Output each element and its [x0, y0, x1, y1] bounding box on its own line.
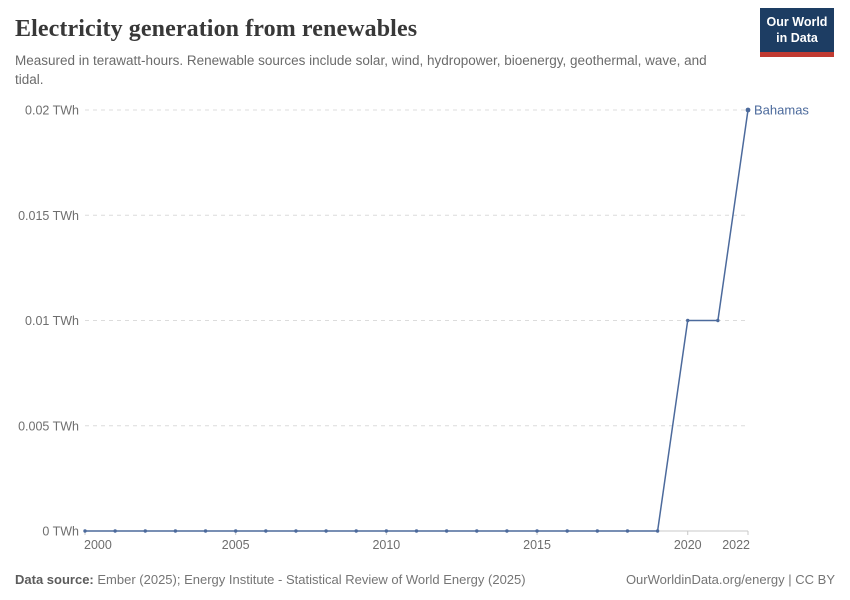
data-point-marker[interactable] — [143, 529, 147, 533]
data-source-text: Ember (2025); Energy Institute - Statist… — [97, 572, 526, 587]
data-point-marker[interactable] — [475, 529, 479, 533]
owid-logo[interactable]: Our World in Data — [760, 8, 834, 58]
x-axis-tick-label: 2000 — [84, 538, 112, 552]
chart-subtitle: Measured in terawatt-hours. Renewable so… — [15, 53, 707, 87]
owid-footer-link[interactable]: OurWorldinData.org/energy | CC BY — [625, 572, 835, 587]
data-point-marker[interactable] — [565, 529, 569, 533]
owid-logo-line1: Our World — [766, 15, 828, 29]
data-point-marker[interactable] — [444, 529, 449, 533]
data-point-marker[interactable] — [233, 529, 238, 533]
y-axis-tick-label: 0.005 TWh — [18, 419, 79, 433]
data-point-marker[interactable] — [113, 529, 117, 533]
data-point-marker[interactable] — [83, 529, 87, 533]
data-point-marker[interactable] — [354, 529, 358, 533]
data-source-label: Data source: — [15, 572, 94, 587]
data-point-marker[interactable] — [745, 107, 751, 113]
chart-title: Electricity generation from renewables — [15, 16, 418, 42]
x-axis-tick-label: 2005 — [222, 538, 250, 552]
y-axis-tick-label: 0.02 TWh — [25, 104, 79, 118]
chart-footer: Data source: Ember (2025); Energy Instit… — [15, 572, 835, 587]
data-point-marker[interactable] — [203, 529, 208, 533]
data-point-marker[interactable] — [324, 529, 328, 533]
x-axis-tick-label: 2010 — [372, 538, 400, 552]
x-axis-tick-label: 2020 — [674, 538, 702, 552]
data-point-marker[interactable] — [716, 318, 720, 323]
data-point-marker[interactable] — [294, 529, 298, 533]
entity-label[interactable]: Bahamas — [754, 103, 809, 118]
data-point-marker[interactable] — [264, 529, 268, 533]
y-axis-tick-label: 0.01 TWh — [25, 314, 79, 328]
data-point-marker[interactable] — [686, 318, 690, 323]
data-point-marker[interactable] — [505, 529, 509, 533]
data-point-marker[interactable] — [384, 529, 389, 533]
y-axis-tick-label: 0 TWh — [42, 525, 79, 539]
data-point-marker[interactable] — [414, 529, 419, 533]
x-axis-tick-label: 2015 — [523, 538, 551, 552]
data-point-marker[interactable] — [625, 529, 630, 533]
x-axis-tick-label: 2022 — [722, 538, 750, 552]
data-point-marker[interactable] — [535, 529, 539, 533]
data-point-marker[interactable] — [173, 529, 178, 533]
owid-logo-line2: in Data — [776, 30, 818, 45]
data-source-note: Data source: Ember (2025); Energy Instit… — [15, 572, 526, 587]
y-axis-tick-label: 0.015 TWh — [18, 209, 79, 223]
data-point-marker[interactable] — [655, 529, 660, 533]
data-point-marker[interactable] — [595, 529, 600, 533]
